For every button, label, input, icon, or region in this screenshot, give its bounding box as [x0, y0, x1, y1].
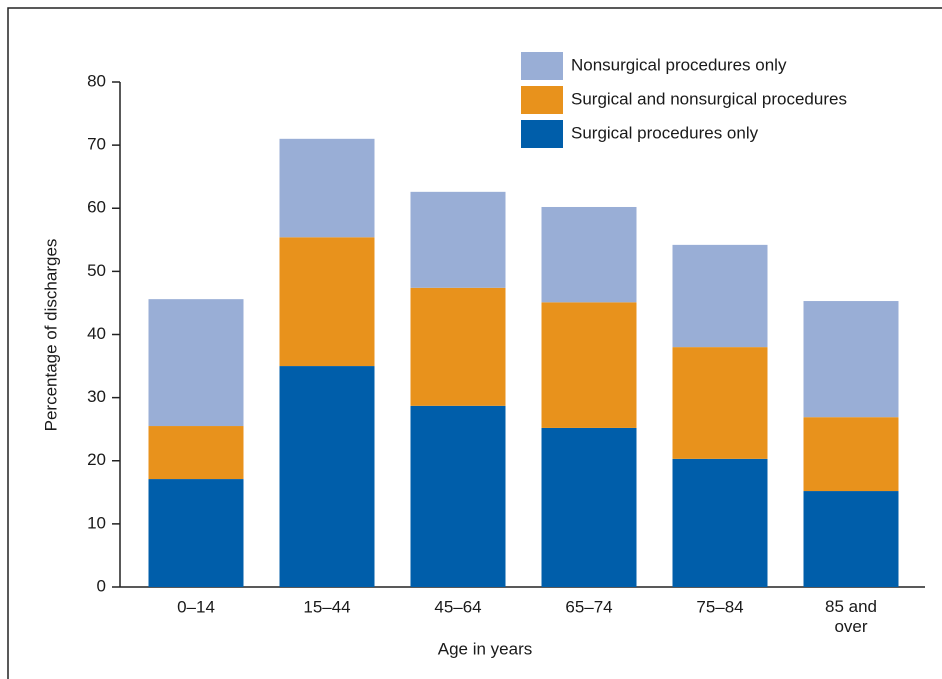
- y-tick-label: 70: [87, 135, 106, 154]
- x-tick-label: 85 and over: [825, 597, 877, 636]
- bar-segment: [541, 206, 637, 303]
- bar-segment: [672, 458, 768, 587]
- legend-swatch: [521, 52, 563, 80]
- bar-segment: [541, 427, 637, 587]
- x-tick-label: 65–74: [565, 597, 612, 616]
- y-axis-label: Percentage of discharges: [41, 239, 60, 432]
- y-tick-label: 40: [87, 324, 106, 343]
- y-tick-label: 60: [87, 198, 106, 217]
- bar-segment: [148, 426, 244, 480]
- bar-segment: [148, 299, 244, 427]
- legend-label: Nonsurgical procedures only: [571, 55, 787, 74]
- y-tick-label: 50: [87, 261, 106, 280]
- bar-segment: [803, 301, 899, 418]
- x-tick-label: 75–84: [696, 597, 743, 616]
- bar-segment: [279, 237, 375, 367]
- bar-segment: [410, 405, 506, 587]
- y-tick-label: 10: [87, 513, 106, 532]
- y-tick-label: 80: [87, 71, 106, 90]
- bar-segment: [541, 302, 637, 428]
- x-tick-label: 45–64: [434, 597, 481, 616]
- bar-segment: [803, 491, 899, 587]
- bar-segment: [803, 417, 899, 492]
- bar-segment: [672, 347, 768, 459]
- bar-segment: [410, 191, 506, 288]
- bar-segment: [672, 244, 768, 348]
- x-tick-label: 0–14: [177, 597, 215, 616]
- x-tick-label: 15–44: [303, 597, 350, 616]
- bar-segment: [279, 138, 375, 238]
- y-tick-label: 0: [97, 576, 106, 595]
- bar-segment: [410, 287, 506, 406]
- y-tick-label: 20: [87, 450, 106, 469]
- legend-label: Surgical procedures only: [571, 123, 759, 142]
- y-tick-label: 30: [87, 387, 106, 406]
- x-axis-label: Age in years: [438, 639, 533, 658]
- legend-swatch: [521, 120, 563, 148]
- legend-label: Surgical and nonsurgical procedures: [571, 89, 847, 108]
- frame: [7, 7, 942, 679]
- legend-swatch: [521, 86, 563, 114]
- bar-segment: [279, 366, 375, 587]
- bar-segment: [148, 479, 244, 587]
